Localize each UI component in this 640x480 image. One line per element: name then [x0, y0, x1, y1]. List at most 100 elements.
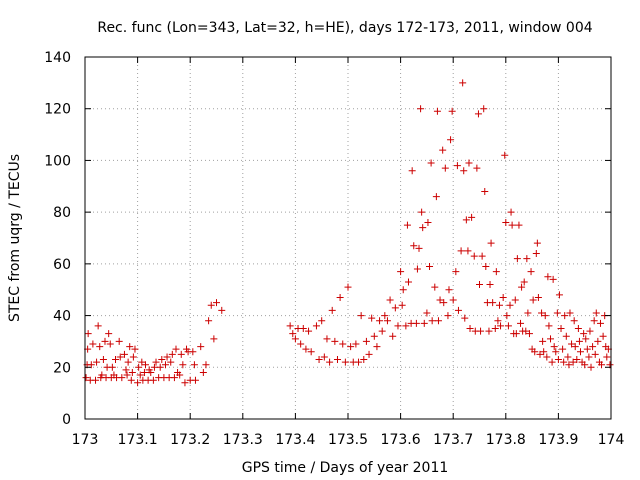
- data-point: [190, 361, 198, 369]
- data-point: [511, 296, 519, 304]
- data-point: [106, 340, 114, 348]
- data-point: [341, 358, 349, 366]
- y-tick-label: 60: [53, 257, 71, 273]
- data-point: [378, 327, 386, 335]
- data-point: [347, 343, 355, 351]
- data-point: [495, 301, 503, 309]
- data-point: [590, 317, 598, 325]
- data-point: [549, 275, 557, 283]
- data-point: [92, 376, 100, 384]
- data-point: [477, 327, 485, 335]
- data-point: [544, 273, 552, 281]
- data-point: [94, 322, 102, 330]
- data-point: [466, 325, 474, 332]
- data-point: [486, 281, 494, 289]
- data-point: [320, 353, 328, 361]
- data-point: [527, 268, 535, 276]
- data-point: [370, 332, 378, 340]
- data-point: [98, 371, 106, 379]
- data-point: [427, 159, 435, 167]
- data-point: [522, 327, 530, 335]
- data-point: [158, 356, 166, 364]
- data-point: [520, 278, 528, 286]
- data-point: [554, 356, 562, 364]
- data-point: [355, 358, 363, 366]
- data-point: [135, 363, 143, 371]
- data-point: [547, 335, 555, 343]
- y-tick-label: 0: [62, 412, 71, 428]
- data-point: [328, 306, 336, 314]
- data-point: [394, 322, 402, 330]
- data-point: [460, 167, 468, 175]
- data-point: [419, 224, 427, 232]
- data-point: [462, 216, 470, 224]
- data-points: [82, 79, 614, 387]
- data-point: [468, 213, 476, 221]
- data-point: [149, 376, 157, 384]
- data-point: [592, 309, 600, 317]
- data-point: [550, 343, 558, 351]
- data-point: [112, 356, 120, 364]
- data-point: [594, 337, 602, 345]
- data-point: [420, 319, 428, 327]
- x-tick-label: 173.4: [275, 432, 315, 448]
- data-point: [552, 348, 560, 356]
- x-tick-label: 173.5: [328, 432, 368, 448]
- data-point: [561, 312, 569, 320]
- data-point: [168, 350, 176, 358]
- y-tick-label: 100: [44, 153, 71, 169]
- data-point: [101, 337, 109, 345]
- data-point: [543, 353, 551, 361]
- x-tick-label: 174: [598, 432, 625, 448]
- data-point: [454, 306, 462, 314]
- data-point: [534, 293, 542, 301]
- data-point: [525, 330, 533, 338]
- data-point: [302, 345, 310, 353]
- data-point: [297, 340, 305, 348]
- data-point: [541, 312, 549, 320]
- data-point: [176, 371, 184, 379]
- data-point: [571, 343, 579, 351]
- data-point: [529, 296, 537, 304]
- data-point: [434, 317, 442, 325]
- y-axis-label: STEC from uqrg / TECUs: [7, 154, 23, 322]
- x-tick-label: 173.8: [486, 432, 526, 448]
- data-point: [506, 301, 514, 309]
- data-point: [397, 268, 405, 276]
- data-point: [207, 301, 215, 309]
- data-point: [504, 322, 512, 330]
- data-point: [128, 368, 136, 376]
- data-point: [381, 312, 389, 320]
- data-point: [134, 379, 142, 387]
- data-point: [412, 319, 420, 327]
- data-point: [96, 343, 104, 351]
- data-point: [352, 340, 360, 348]
- data-point: [116, 353, 124, 361]
- data-point: [575, 337, 583, 345]
- data-point: [433, 107, 441, 115]
- data-point: [339, 340, 347, 348]
- data-point: [548, 358, 556, 366]
- data-point: [120, 350, 128, 358]
- data-point: [465, 159, 473, 167]
- data-point: [410, 242, 418, 250]
- data-point: [545, 322, 553, 330]
- data-point: [123, 371, 131, 379]
- data-point: [415, 244, 423, 252]
- data-point: [344, 283, 352, 291]
- data-point: [181, 379, 189, 387]
- data-point: [99, 356, 107, 364]
- data-point: [357, 312, 365, 320]
- data-point: [218, 306, 226, 314]
- x-tick-label: 173.1: [118, 432, 158, 448]
- data-point: [499, 293, 507, 301]
- data-point: [540, 348, 548, 356]
- data-point: [589, 343, 597, 351]
- data-point: [491, 325, 499, 332]
- data-point: [494, 317, 502, 325]
- data-point: [580, 330, 588, 338]
- data-point: [586, 327, 594, 335]
- data-point: [566, 309, 574, 317]
- data-point: [553, 309, 561, 317]
- data-point: [503, 312, 511, 320]
